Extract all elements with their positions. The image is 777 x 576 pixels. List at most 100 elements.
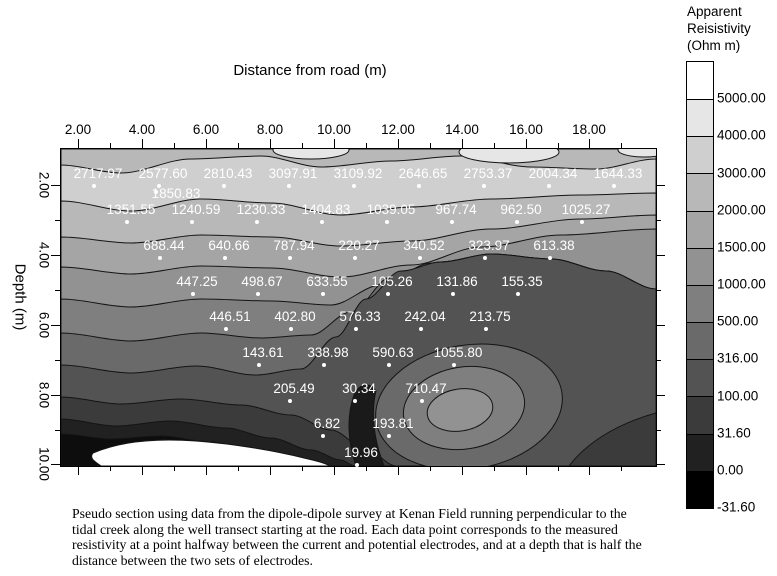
y-major-tick-left [51,464,60,465]
data-point-dot [353,256,357,260]
data-point-dot [223,256,227,260]
x-major-tick-top [589,139,590,148]
x-major-tick-bottom [270,466,271,475]
data-point-value: 1351.55 [106,202,156,217]
data-point-value: 205.49 [273,381,315,396]
data-point-dot [387,434,391,438]
data-point-dot [255,220,259,224]
colorbar-tick-label: 3000.00 [717,165,766,180]
colorbar-tick-label: 4000.00 [717,127,766,143]
y-major-tick-left [51,185,60,186]
pocket-4000-5000-c [617,149,656,158]
x-tick-label: 4.00 [128,122,156,137]
data-point-value: 688.44 [143,238,185,253]
data-point-value: 2810.43 [203,166,253,181]
colorbar-title-line2: Reisistivity [687,21,751,36]
y-minor-tick-left [55,290,60,291]
data-point-dot [419,327,423,331]
data-point-value: 1850.83 [151,186,201,201]
y-tick-label: 2.00 [36,171,52,199]
data-point-value: 3097.91 [268,166,318,181]
data-point-dot [157,184,161,188]
data-point-dot [548,256,552,260]
data-point-dot [355,463,359,467]
colorbar-tick-label: 0.00 [717,462,744,478]
colorbar-cell [687,359,713,397]
data-point-value: 155.35 [501,274,543,289]
colorbar-tick-label: 500.00 [717,313,759,329]
data-point-value: 590.63 [372,345,414,360]
x-minor-tick-bottom [110,466,111,471]
colorbar-cell [687,322,713,360]
x-tick-label: 12.00 [381,122,415,137]
y-major-tick-right [656,395,665,396]
data-point-value: 193.81 [372,416,414,431]
x-minor-tick-bottom [621,466,622,471]
x-axis-title: Distance from road (m) [233,62,387,79]
data-point-value: 633.55 [306,274,348,289]
data-point-dot [354,327,358,331]
x-minor-tick-bottom [366,466,367,471]
colorbar-tick-label: 100.00 [717,388,759,403]
x-minor-tick-top [302,143,303,148]
data-point-dot [92,184,96,188]
data-point-value: 6.82 [313,416,341,431]
x-tick-label: 6.00 [192,122,220,137]
data-point-value: 131.86 [436,274,478,289]
x-major-tick-bottom [398,466,399,475]
x-minor-tick-top [366,143,367,148]
x-tick-label: 10.00 [317,122,351,137]
conductive-channel [348,384,385,466]
x-tick-label: 8.00 [256,122,284,137]
data-point-dot [420,399,424,403]
x-minor-tick-top [621,143,622,148]
data-point-value: 446.51 [209,309,251,324]
data-point-dot [224,327,228,331]
data-point-value: 576.33 [339,309,381,324]
y-major-tick-left [51,325,60,326]
data-point-dot [612,184,616,188]
x-major-tick-top [206,139,207,148]
data-point-value: 1039.05 [366,202,416,217]
y-minor-tick-left [55,220,60,221]
colorbar-tick-label: 2000.00 [717,202,766,218]
data-point-dot [484,327,488,331]
data-point-value: 1404.83 [301,202,351,217]
data-point-dot [288,256,292,260]
data-point-dot [483,256,487,260]
x-major-tick-top [398,139,399,148]
data-point-dot [385,220,389,224]
data-point-dot [289,327,293,331]
x-major-tick-bottom [589,466,590,475]
band-corner-dark [568,412,656,466]
data-point-value: 323.97 [468,238,510,253]
y-minor-tick-left [55,360,60,361]
colorbar-cell [687,396,713,434]
colorbar-cell [687,470,713,508]
data-point-value: 787.94 [273,238,315,253]
data-point-value: 338.98 [307,345,349,360]
x-major-tick-top [78,139,79,148]
x-major-tick-bottom [462,466,463,475]
data-point-dot [288,399,292,403]
data-point-value: 30.34 [342,381,376,396]
x-major-tick-top [526,139,527,148]
data-point-value: 1025.27 [561,202,611,217]
pocket-4000-5000-a [272,149,350,160]
data-point-dot [322,363,326,367]
x-minor-tick-bottom [430,466,431,471]
colorbar-tick-label: 31.60 [717,425,751,441]
colorbar-cell [687,173,713,211]
data-point-dot [515,220,519,224]
colorbar-cell [687,99,713,137]
y-tick-label: 8.00 [36,381,52,409]
figure-caption: Pseudo section using data from the dipol… [72,506,642,568]
colorbar-cell [687,284,713,323]
x-minor-tick-top [558,143,559,148]
x-tick-label: 2.00 [64,122,92,137]
colorbar-tick-label: 1000.00 [717,276,766,292]
colorbar-cell [687,247,713,285]
colorbar-title-line3: (Ohm m) [687,38,741,53]
x-minor-tick-top [238,143,239,148]
data-point-dot [353,399,357,403]
